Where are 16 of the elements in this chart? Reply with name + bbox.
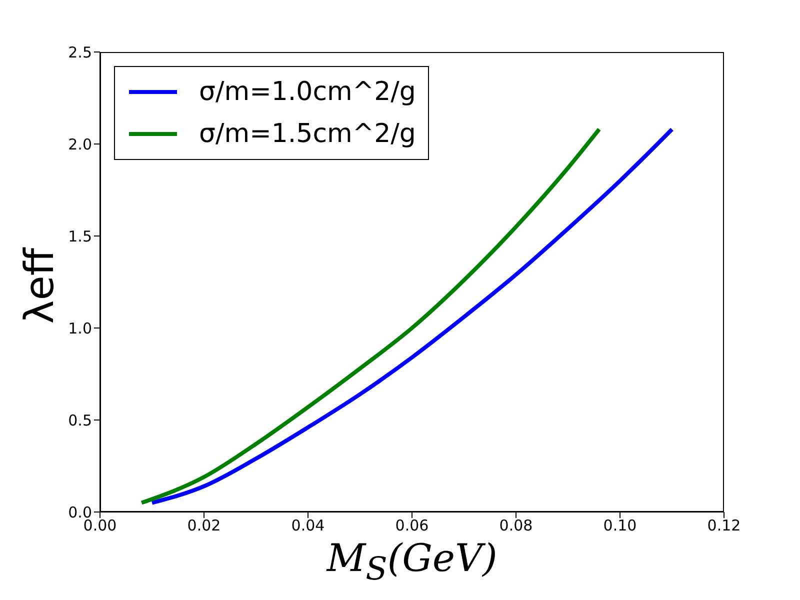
- x-tick-label: 0.02: [187, 516, 221, 535]
- y-tick-label: 2.5: [68, 43, 92, 62]
- y-tick-label: 1.0: [68, 319, 92, 338]
- x-tick-label: 0.12: [707, 516, 741, 535]
- x-tick-label: 0.10: [603, 516, 637, 535]
- y-tick-label: 0.5: [68, 411, 92, 430]
- y-tick-label: 2.0: [68, 135, 92, 154]
- x-tick-label: 0.00: [83, 516, 117, 535]
- y-axis-title: λeff: [16, 246, 64, 326]
- x-tick-label: 0.06: [395, 516, 429, 535]
- y-tick-label: 1.5: [68, 227, 92, 246]
- x-axis-title: M$_{S}$(GeV): [325, 536, 498, 588]
- legend-label: σ/m=1.5cm^2/g: [199, 119, 416, 149]
- x-tick-label: 0.08: [499, 516, 533, 535]
- legend-label: σ/m=1.0cm^2/g: [199, 77, 416, 107]
- x-tick-label: 0.04: [291, 516, 325, 535]
